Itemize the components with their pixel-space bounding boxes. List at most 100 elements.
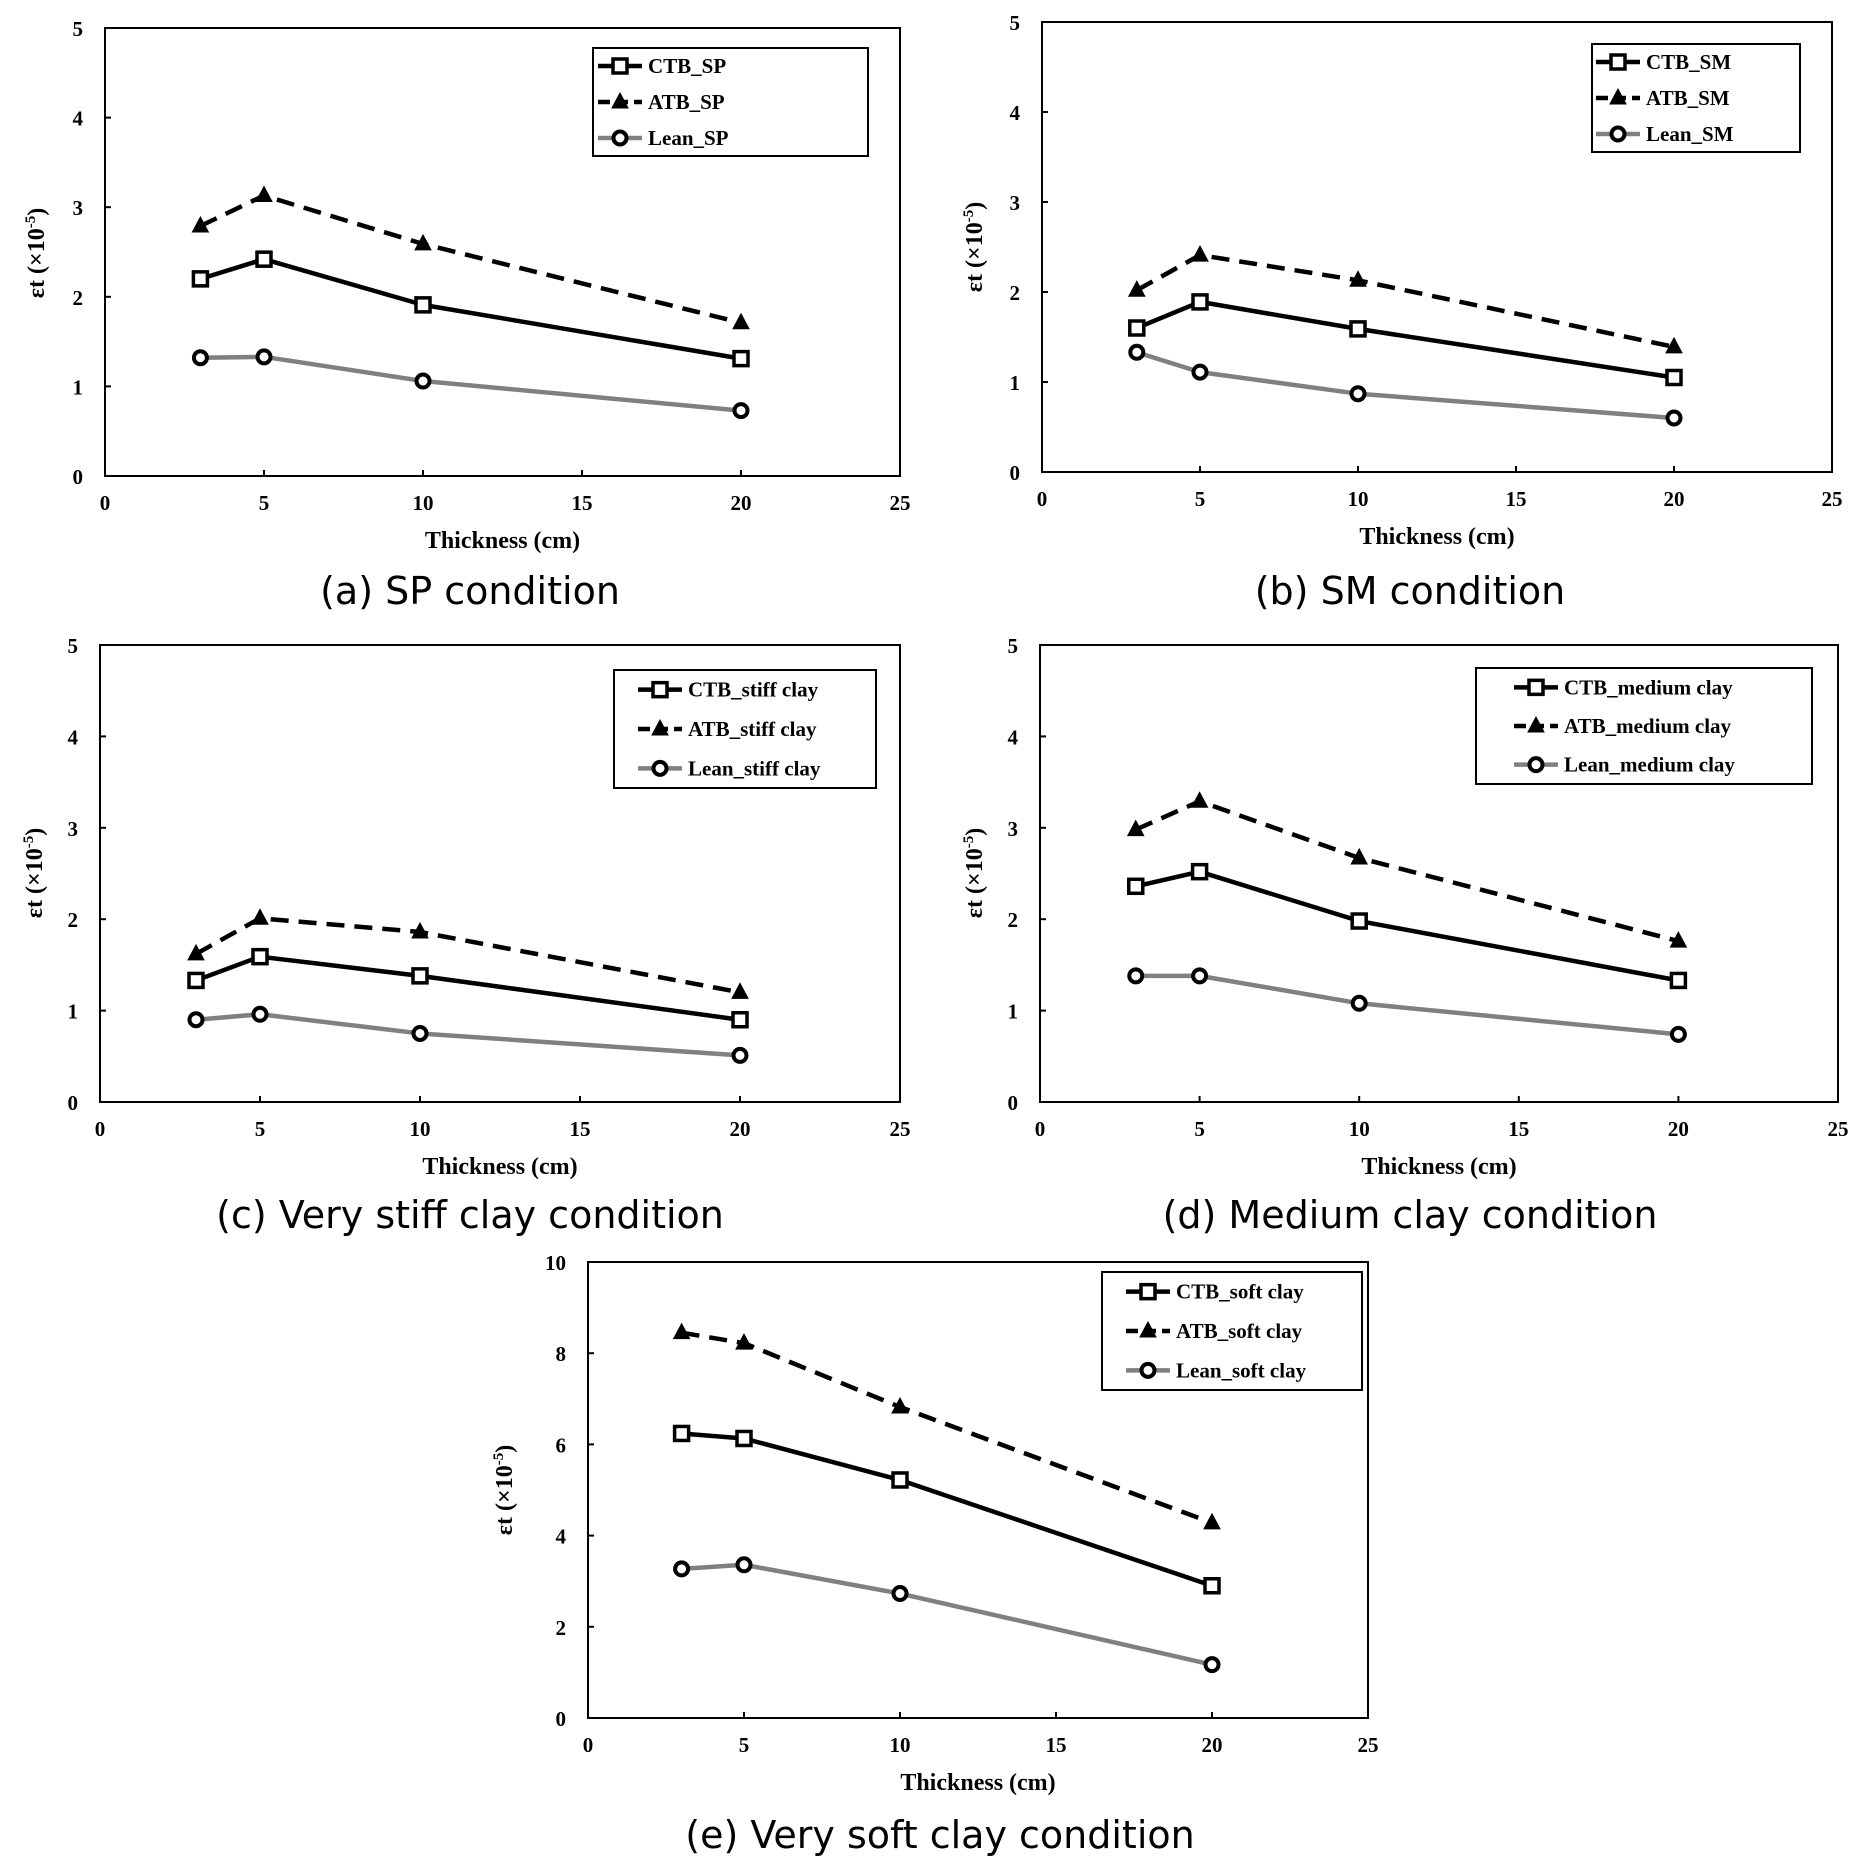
x-tick-label: 20 xyxy=(731,491,752,515)
legend-entry-label: Lean_SP xyxy=(648,126,729,150)
x-tick-label: 0 xyxy=(583,1733,594,1757)
y-tick-label: 0 xyxy=(1010,461,1021,485)
data-point-circle xyxy=(1669,1025,1687,1043)
legend-swatch-marker xyxy=(651,680,669,699)
data-point-triangle xyxy=(1665,336,1683,354)
data-point-square xyxy=(1128,319,1146,337)
y-tick-label: 2 xyxy=(1010,281,1021,305)
y-tick-label: 3 xyxy=(73,196,84,220)
y-tick-label: 1 xyxy=(73,375,84,399)
legend-swatch-marker xyxy=(611,57,629,75)
y-tick-label: 0 xyxy=(73,465,84,489)
data-point-triangle xyxy=(1669,931,1688,948)
x-tick-label: 25 xyxy=(890,491,911,515)
y-tick-label: 3 xyxy=(68,817,79,841)
y-tick-label: 1 xyxy=(68,1000,79,1024)
x-tick-label: 15 xyxy=(572,491,593,515)
plot-area-frame xyxy=(1039,644,1839,1103)
x-tick-label: 10 xyxy=(413,491,434,515)
data-point-circle xyxy=(411,1024,429,1042)
data-point-circle xyxy=(1350,994,1368,1012)
data-point-triangle xyxy=(255,185,273,203)
x-tick-label: 15 xyxy=(570,1117,591,1141)
data-point-square xyxy=(731,1010,749,1029)
data-point-triangle xyxy=(1350,847,1369,865)
y-tick-label: 5 xyxy=(68,634,79,658)
y-tick-label: 0 xyxy=(1008,1091,1019,1115)
legend-swatch-marker xyxy=(611,129,629,147)
data-point-circle xyxy=(251,1005,269,1023)
y-tick-label: 1 xyxy=(1008,1000,1019,1024)
data-point-circle xyxy=(187,1011,205,1029)
legend-entry-label: ATB_soft clay xyxy=(1176,1319,1303,1343)
x-axis-title: Thickness (cm) xyxy=(425,528,580,554)
data-point-circle xyxy=(1665,409,1683,427)
series-line-atb-stiff-clay xyxy=(194,916,741,995)
series-line-lean-medium-clay xyxy=(1135,973,1679,1037)
x-tick-label: 25 xyxy=(1828,1117,1849,1141)
x-tick-label: 0 xyxy=(95,1117,106,1141)
data-point-circle xyxy=(1127,967,1145,985)
plot-area-frame xyxy=(1041,21,1833,473)
legend-entry-label: ATB_stiff clay xyxy=(688,717,817,741)
data-point-square xyxy=(672,1424,691,1443)
data-point-triangle xyxy=(1203,1512,1221,1530)
legend-swatch-marker xyxy=(611,91,629,109)
chart-panel-very-stiff-clay: 0 5 10 15 20 25 0 1 2 3 4 5 Thickness (cm) εt (×10-5)… xyxy=(21,634,911,1237)
chart-panel-sp: 0 5 10 15 20 25 0 1 2 3 4 5 Thickness (cm) εt (×10-5)… xyxy=(23,17,911,613)
data-point-circle xyxy=(891,1585,909,1603)
y-tick-label: 5 xyxy=(1010,11,1021,35)
legend-entry-label: Lean_medium clay xyxy=(1564,753,1735,777)
data-point-square xyxy=(732,349,750,368)
x-tick-label: 5 xyxy=(259,491,270,515)
y-tick-label: 4 xyxy=(1010,101,1021,125)
x-tick-label: 10 xyxy=(1349,1117,1370,1141)
chart-panel-sm: 0 5 10 15 20 25 0 1 2 3 4 5 Thickness (cm) εt (×10-5)… xyxy=(961,11,1843,613)
y-axis-title: εt (×10-5) xyxy=(961,202,988,292)
y-tick-label: 4 xyxy=(1008,725,1019,749)
figure-caption: (b) SM condition xyxy=(1255,569,1566,613)
legend-swatch-marker xyxy=(1527,756,1545,774)
series-line-atb-sm xyxy=(1135,252,1675,350)
data-point-triangle xyxy=(191,215,210,233)
data-point-square xyxy=(1191,293,1209,311)
x-tick-label: 20 xyxy=(1668,1117,1689,1141)
data-point-square xyxy=(414,296,432,314)
x-tick-label: 20 xyxy=(730,1117,751,1141)
series-line-lean-soft-clay xyxy=(681,1562,1213,1667)
legend-swatch-marker xyxy=(651,759,669,777)
legend-entry-label: CTB_soft clay xyxy=(1176,1280,1304,1304)
legend-swatch-marker xyxy=(1139,1320,1157,1338)
x-tick-label: 5 xyxy=(739,1733,750,1757)
legend-entry-label: CTB_SP xyxy=(648,54,726,78)
x-tick-label: 10 xyxy=(890,1733,911,1757)
x-tick-label: 15 xyxy=(1506,487,1527,511)
data-point-circle xyxy=(1349,385,1367,403)
legend-entry-label: ATB_medium clay xyxy=(1564,714,1732,738)
legend-swatch-marker xyxy=(1609,53,1627,71)
x-axis-title: Thickness (cm) xyxy=(1359,524,1514,550)
y-tick-label: 8 xyxy=(556,1342,567,1366)
legend-swatch-marker xyxy=(1609,87,1627,105)
data-point-triangle xyxy=(731,982,749,999)
data-point-triangle xyxy=(1126,819,1145,837)
data-point-circle xyxy=(1191,967,1209,985)
figure-caption: (e) Very soft clay condition xyxy=(685,1813,1194,1857)
x-tick-label: 0 xyxy=(1037,487,1048,511)
data-point-triangle xyxy=(1349,270,1367,287)
data-point-triangle xyxy=(891,1396,909,1414)
data-point-circle xyxy=(731,1046,749,1064)
legend-swatch-marker xyxy=(1139,1282,1157,1301)
x-axis-title: Thickness (cm) xyxy=(900,1770,1055,1796)
data-point-square xyxy=(1669,971,1688,990)
y-tick-label: 2 xyxy=(556,1616,567,1640)
y-axis-title: εt (×10-5) xyxy=(21,828,48,918)
series-line-atb-medium-clay xyxy=(1134,799,1679,944)
x-tick-label: 20 xyxy=(1664,487,1685,511)
legend-entry-label: CTB_stiff clay xyxy=(688,678,819,702)
data-point-circle xyxy=(414,372,432,390)
x-axis-title: Thickness (cm) xyxy=(1361,1154,1516,1180)
y-tick-label: 3 xyxy=(1008,817,1019,841)
x-tick-label: 0 xyxy=(1035,1117,1046,1141)
